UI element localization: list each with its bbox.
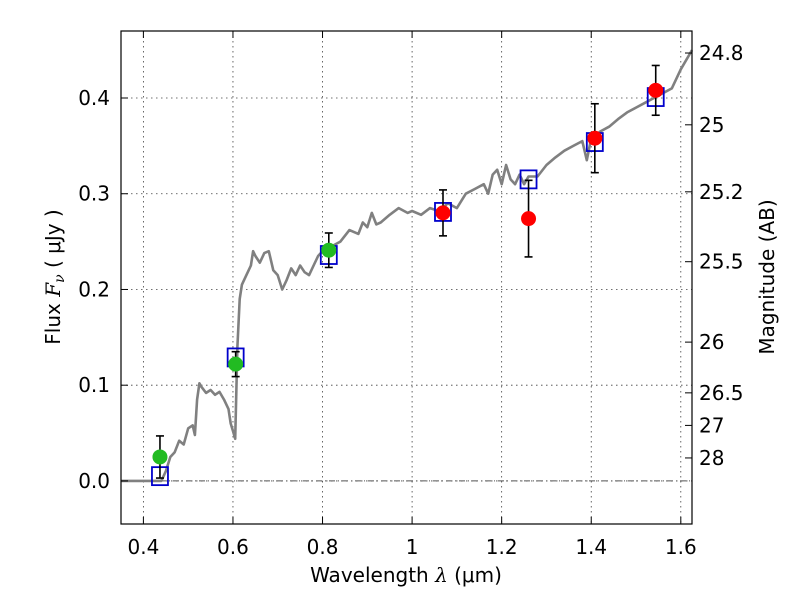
- observed-point-2: [321, 232, 337, 269]
- y2-axis-label: Magnitude (AB): [755, 199, 779, 354]
- y2-tick-label: 25: [699, 113, 724, 137]
- observed-point-0: [152, 435, 168, 479]
- x-tick-label: 0.8: [307, 535, 339, 559]
- observed-point-3: [435, 189, 451, 237]
- observed-point-1: [228, 350, 244, 378]
- x-tick-label: 0.6: [217, 535, 249, 559]
- observed-point-6: [648, 64, 664, 117]
- x-tick-label: 1.2: [486, 535, 518, 559]
- y2-tick-label: 26.5: [699, 381, 744, 405]
- x-tick-label: 1.4: [575, 535, 607, 559]
- grid-layer: [121, 31, 692, 524]
- y2-tick-label: 26: [699, 330, 724, 354]
- data-marker: [435, 205, 451, 221]
- x-tick-label: 0.4: [127, 535, 159, 559]
- y-tick-label: 0.4: [78, 86, 110, 110]
- y2-tick-label: 28: [699, 446, 724, 470]
- data-marker: [587, 130, 603, 146]
- y2-tick-label: 24.8: [699, 41, 744, 65]
- y2-tick-label: 27: [699, 413, 724, 437]
- plot-frame: [120, 30, 693, 525]
- x-tick-label: 1: [406, 535, 419, 559]
- data-marker: [228, 356, 244, 372]
- observed-points: [152, 64, 664, 479]
- y-tick-label: 0.3: [78, 182, 110, 206]
- data-marker: [521, 211, 537, 227]
- observed-point-4: [521, 179, 537, 258]
- observed-point-5: [587, 102, 603, 174]
- y2-tick-label: 25.2: [699, 180, 744, 204]
- y2-tick-label: 25.5: [699, 250, 744, 274]
- y-tick-label: 0.1: [78, 373, 110, 397]
- x-tick-label: 1.6: [665, 535, 697, 559]
- model-spectrum-line: [121, 49, 694, 483]
- axis-ticks: 0.4 0.6 0.8 1 1.2 1.4 1.6 0.0 0.1 0.2 0.3 0.4 24.8 25…: [78, 31, 744, 559]
- photometry-model-boxes: [151, 87, 665, 487]
- data-marker: [152, 449, 168, 465]
- y-tick-label: 0.2: [78, 277, 110, 301]
- y-tick-label: 0.0: [78, 469, 110, 493]
- y-axis-label: Flux Fν ( μJy ): [41, 209, 68, 344]
- data-marker: [321, 242, 337, 258]
- data-marker: [648, 82, 664, 98]
- x-axis-label: Wavelength λ (μm): [310, 563, 502, 587]
